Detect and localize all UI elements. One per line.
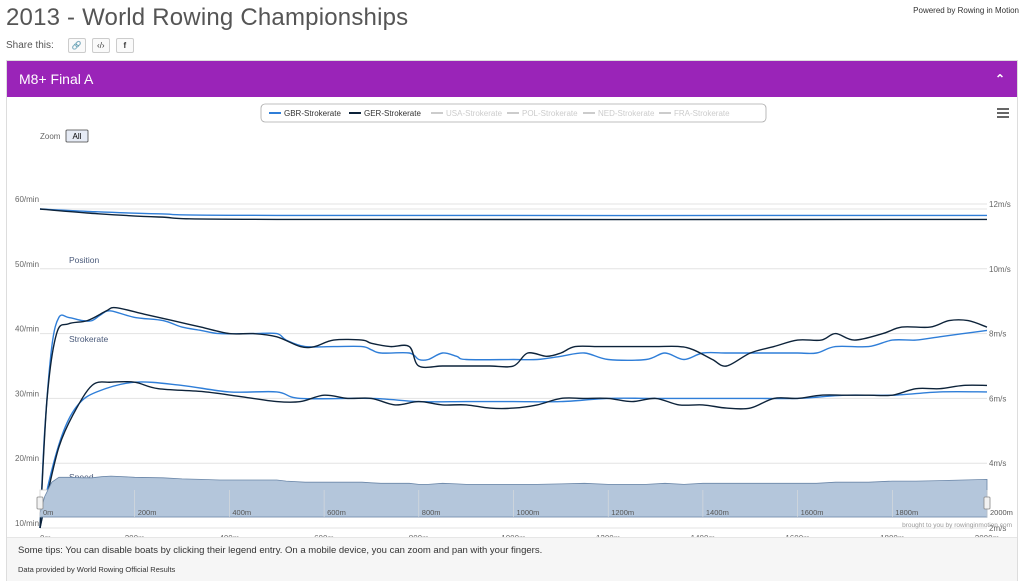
navigator[interactable]: 0m 200m 400m 600m 800m 1000m 1200m 1400m 1600m 18… xyxy=(36,475,1013,529)
race-panel: M8+ Final A ⌃ GBR-Strokerate GER-Strokera… xyxy=(6,60,1018,581)
y-left-tick-label: 10/min xyxy=(15,519,39,528)
menu-bar xyxy=(997,116,1009,118)
series-gbr-position xyxy=(39,208,988,217)
y-right-tick-label: 2m/s xyxy=(989,524,1006,533)
legend-item-gbr-strokerate[interactable]: GBR-Strokerate xyxy=(284,109,341,118)
legend-item-fra-strokerate[interactable]: FRA-Strokerate xyxy=(674,109,730,118)
y-left-tick-label: 40/min xyxy=(15,325,39,334)
facebook-icon: f xyxy=(123,41,127,50)
legend-item-ned-strokerate[interactable]: NED-Strokerate xyxy=(598,109,655,118)
tips-box: Some tips: You can disable boats by clic… xyxy=(7,537,1017,581)
collapse-chevron-icon[interactable]: ⌃ xyxy=(994,72,1005,86)
zoom-all-button[interactable] xyxy=(65,129,89,143)
y-left-tick-label: 50/min xyxy=(15,260,39,269)
x-tick-label: 1600m xyxy=(785,534,810,537)
page-title: 2013 - World Rowing Championships xyxy=(6,4,409,31)
navigator-tick-label: 1400m xyxy=(706,508,729,517)
series-ger-position xyxy=(39,208,988,221)
y-left-tick-label: 20/min xyxy=(15,454,39,463)
axis-labels: 10/min 20/min 30/min 40/min 50/min 60/min 2m/s… xyxy=(15,195,1011,537)
share-label: Share this: xyxy=(6,40,54,51)
navigator-left-handle[interactable] xyxy=(36,496,44,510)
navigator-tick-label: 1600m xyxy=(801,508,824,517)
chart-legend: GBR-Strokerate GER-Strokerate USA-Strokera… xyxy=(260,103,767,123)
race-chart: GBR-Strokerate GER-Strokerate USA-Strokera… xyxy=(15,103,1013,537)
pane-label-position: Position xyxy=(69,255,100,265)
series-ger-strokerate xyxy=(39,306,988,529)
pane-labels: Position Strokerate Speed xyxy=(69,255,108,482)
y-left-tick-label: 30/min xyxy=(15,389,39,398)
navigator-tick-label: 200m xyxy=(138,508,157,517)
navigator-tick-label: 0m xyxy=(43,508,53,517)
menu-bar xyxy=(997,108,1009,110)
x-tick-label: 1800m xyxy=(880,534,905,537)
grid-lines xyxy=(40,203,987,529)
legend-item-pol-strokerate[interactable]: POL-Strokerate xyxy=(522,109,578,118)
y-right-tick-label: 12m/s xyxy=(989,200,1011,209)
x-tick-label: 600m xyxy=(314,534,334,537)
navigator-tick-label: 1200m xyxy=(611,508,634,517)
pane-label-strokerate: Strokerate xyxy=(69,334,108,344)
panel-title: M8+ Final A xyxy=(19,71,94,87)
y-right-tick-label: 6m/s xyxy=(989,394,1006,403)
navigator-tick-label: 2000m xyxy=(990,508,1013,517)
navigator-tick-label: 400m xyxy=(232,508,251,517)
tips-text: Some tips: You can disable boats by clic… xyxy=(18,545,543,556)
x-tick-label: 1000m xyxy=(501,534,526,537)
data-source-prefix: Data provided by xyxy=(18,565,77,574)
navigator-tick-label: 800m xyxy=(422,508,441,517)
y-right-tick-label: 10m/s xyxy=(989,265,1011,274)
x-tick-label: 800m xyxy=(409,534,429,537)
y-right-tick-label: 8m/s xyxy=(989,330,1006,339)
zoom-label: Zoom xyxy=(40,132,61,141)
credit-label: brought to you by rowinginmotion.com xyxy=(902,522,1012,529)
x-tick-label: 0m xyxy=(40,534,51,537)
x-tick-label: 1400m xyxy=(691,534,716,537)
pane-label-speed: Speed xyxy=(69,472,94,482)
embed-code-icon: ‹/› xyxy=(97,41,105,50)
navigator-tick-label: 1000m xyxy=(517,508,540,517)
powered-by-label: Powered by Rowing in Motion xyxy=(913,6,1019,15)
zoom-all-label[interactable]: All xyxy=(73,132,82,141)
y-left-tick-label: 60/min xyxy=(15,195,39,204)
navigator-tick-label: 1800m xyxy=(895,508,918,517)
link-icon: 🔗 xyxy=(71,41,82,50)
x-tick-label: 1200m xyxy=(596,534,621,537)
x-tick-label: 400m xyxy=(219,534,239,537)
data-source-name: World Rowing Official Results xyxy=(76,565,176,574)
navigator-tick-label: 600m xyxy=(327,508,346,517)
hamburger-menu-icon[interactable] xyxy=(997,108,1009,118)
chart-container: GBR-Strokerate GER-Strokerate USA-Strokera… xyxy=(7,97,1017,537)
panel-header[interactable]: M8+ Final A ⌃ xyxy=(7,61,1017,97)
share-link-button[interactable]: 🔗 xyxy=(67,38,86,53)
share-facebook-button[interactable]: f xyxy=(115,38,134,53)
legend-item-usa-strokerate[interactable]: USA-Strokerate xyxy=(446,109,503,118)
x-tick-label: 2000m xyxy=(975,534,1000,537)
menu-bar xyxy=(997,112,1009,114)
legend-item-ger-strokerate[interactable]: GER-Strokerate xyxy=(364,109,421,118)
series-lines xyxy=(39,208,988,529)
share-bar: Share this: 🔗 ‹/› f xyxy=(6,38,134,53)
y-right-tick-label: 4m/s xyxy=(989,459,1006,468)
zoom-selector: Zoom All xyxy=(40,129,89,143)
share-embed-button[interactable]: ‹/› xyxy=(91,38,110,53)
data-source: Data provided by World Rowing Official R… xyxy=(18,565,1006,574)
navigator-right-handle[interactable] xyxy=(983,496,991,510)
series-ger-speed xyxy=(39,380,988,529)
x-tick-label: 200m xyxy=(125,534,145,537)
